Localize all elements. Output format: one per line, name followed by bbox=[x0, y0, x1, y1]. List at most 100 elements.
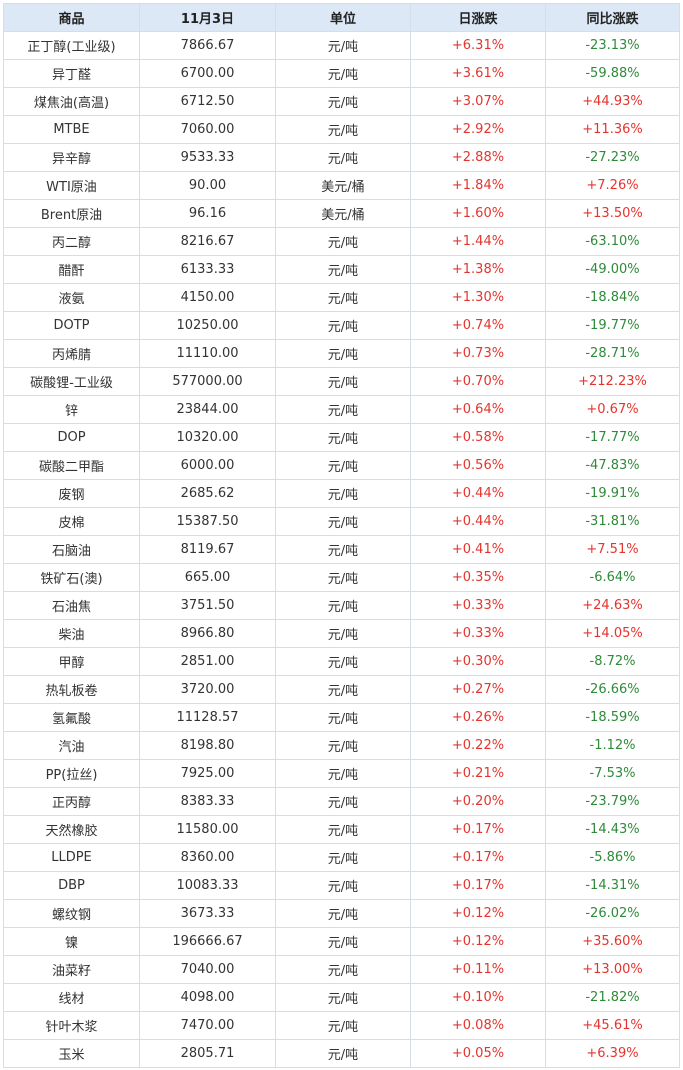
commodity-name-cell: 丙烯腈 bbox=[3, 339, 140, 368]
commodity-name-cell: 皮棉 bbox=[3, 507, 140, 536]
daily-change-cell: +2.88% bbox=[410, 143, 546, 172]
price-value-cell: 3720.00 bbox=[139, 675, 276, 704]
unit-cell: 元/吨 bbox=[275, 479, 411, 508]
table-row: 螺纹钢 3673.33 元/吨 +0.12% -26.02% bbox=[3, 899, 680, 928]
header-commodity[interactable]: 商品 bbox=[3, 3, 140, 32]
table-row: 煤焦油(高温) 6712.50 元/吨 +3.07% +44.93% bbox=[3, 87, 680, 116]
price-value-cell: 7060.00 bbox=[139, 115, 276, 144]
daily-change-cell: +0.64% bbox=[410, 395, 546, 424]
yoy-change-cell: -27.23% bbox=[545, 143, 680, 172]
unit-cell: 元/吨 bbox=[275, 899, 411, 928]
price-value-cell: 6000.00 bbox=[139, 451, 276, 480]
daily-change-cell: +0.12% bbox=[410, 927, 546, 956]
daily-change-cell: +0.11% bbox=[410, 955, 546, 984]
unit-cell: 元/吨 bbox=[275, 535, 411, 564]
unit-cell: 元/吨 bbox=[275, 31, 411, 60]
price-value-cell: 7040.00 bbox=[139, 955, 276, 984]
price-value-cell: 8360.00 bbox=[139, 843, 276, 872]
price-value-cell: 11128.57 bbox=[139, 703, 276, 732]
commodity-name-cell: DOTP bbox=[3, 311, 140, 340]
price-value-cell: 2805.71 bbox=[139, 1039, 276, 1068]
unit-cell: 元/吨 bbox=[275, 591, 411, 620]
commodity-name-cell: DBP bbox=[3, 871, 140, 900]
price-value-cell: 23844.00 bbox=[139, 395, 276, 424]
yoy-change-cell: -28.71% bbox=[545, 339, 680, 368]
price-value-cell: 6712.50 bbox=[139, 87, 276, 116]
table-row: 丙烯腈 11110.00 元/吨 +0.73% -28.71% bbox=[3, 339, 680, 368]
yoy-change-cell: -59.88% bbox=[545, 59, 680, 88]
table-row: 油菜籽 7040.00 元/吨 +0.11% +13.00% bbox=[3, 955, 680, 984]
yoy-change-cell: +7.51% bbox=[545, 535, 680, 564]
commodity-name-cell: 碳酸锂-工业级 bbox=[3, 367, 140, 396]
daily-change-cell: +0.44% bbox=[410, 479, 546, 508]
yoy-change-cell: -6.64% bbox=[545, 563, 680, 592]
commodity-name-cell: LLDPE bbox=[3, 843, 140, 872]
header-unit[interactable]: 单位 bbox=[275, 3, 411, 32]
price-value-cell: 8198.80 bbox=[139, 731, 276, 760]
header-row: 商品 11月3日 单位 日涨跌 同比涨跌 bbox=[3, 3, 680, 32]
yoy-change-cell: +24.63% bbox=[545, 591, 680, 620]
price-value-cell: 15387.50 bbox=[139, 507, 276, 536]
yoy-change-cell: +6.39% bbox=[545, 1039, 680, 1068]
unit-cell: 元/吨 bbox=[275, 787, 411, 816]
table-row: 线材 4098.00 元/吨 +0.10% -21.82% bbox=[3, 983, 680, 1012]
header-yoy-change[interactable]: 同比涨跌 bbox=[545, 3, 680, 32]
price-value-cell: 11580.00 bbox=[139, 815, 276, 844]
price-value-cell: 9533.33 bbox=[139, 143, 276, 172]
price-value-cell: 11110.00 bbox=[139, 339, 276, 368]
yoy-change-cell: -47.83% bbox=[545, 451, 680, 480]
commodity-name-cell: 玉米 bbox=[3, 1039, 140, 1068]
price-value-cell: 4098.00 bbox=[139, 983, 276, 1012]
yoy-change-cell: +14.05% bbox=[545, 619, 680, 648]
table-row: 正丙醇 8383.33 元/吨 +0.20% -23.79% bbox=[3, 787, 680, 816]
daily-change-cell: +0.05% bbox=[410, 1039, 546, 1068]
unit-cell: 元/吨 bbox=[275, 703, 411, 732]
commodity-name-cell: 液氨 bbox=[3, 283, 140, 312]
table-row: Brent原油 96.16 美元/桶 +1.60% +13.50% bbox=[3, 199, 680, 228]
table-row: 玉米 2805.71 元/吨 +0.05% +6.39% bbox=[3, 1039, 680, 1068]
yoy-change-cell: +35.60% bbox=[545, 927, 680, 956]
table-row: 天然橡胶 11580.00 元/吨 +0.17% -14.43% bbox=[3, 815, 680, 844]
daily-change-cell: +0.17% bbox=[410, 843, 546, 872]
commodity-name-cell: 针叶木浆 bbox=[3, 1011, 140, 1040]
table-row: 镍 196666.67 元/吨 +0.12% +35.60% bbox=[3, 927, 680, 956]
unit-cell: 元/吨 bbox=[275, 759, 411, 788]
commodity-price-table: 商品 11月3日 单位 日涨跌 同比涨跌 正丁醇(工业级) 7866.67 元/吨 +… bbox=[3, 3, 680, 1068]
yoy-change-cell: +13.00% bbox=[545, 955, 680, 984]
daily-change-cell: +2.92% bbox=[410, 115, 546, 144]
unit-cell: 元/吨 bbox=[275, 675, 411, 704]
commodity-name-cell: 醋酐 bbox=[3, 255, 140, 284]
daily-change-cell: +0.56% bbox=[410, 451, 546, 480]
table-row: 热轧板卷 3720.00 元/吨 +0.27% -26.66% bbox=[3, 675, 680, 704]
yoy-change-cell: -17.77% bbox=[545, 423, 680, 452]
price-value-cell: 8383.33 bbox=[139, 787, 276, 816]
daily-change-cell: +0.58% bbox=[410, 423, 546, 452]
table-row: 氢氟酸 11128.57 元/吨 +0.26% -18.59% bbox=[3, 703, 680, 732]
table-row: 锌 23844.00 元/吨 +0.64% +0.67% bbox=[3, 395, 680, 424]
daily-change-cell: +0.73% bbox=[410, 339, 546, 368]
header-date-price[interactable]: 11月3日 bbox=[139, 3, 276, 32]
commodity-name-cell: 氢氟酸 bbox=[3, 703, 140, 732]
daily-change-cell: +0.10% bbox=[410, 983, 546, 1012]
daily-change-cell: +1.44% bbox=[410, 227, 546, 256]
price-value-cell: 2685.62 bbox=[139, 479, 276, 508]
table-row: 汽油 8198.80 元/吨 +0.22% -1.12% bbox=[3, 731, 680, 760]
table-row: 醋酐 6133.33 元/吨 +1.38% -49.00% bbox=[3, 255, 680, 284]
price-value-cell: 8966.80 bbox=[139, 619, 276, 648]
unit-cell: 元/吨 bbox=[275, 143, 411, 172]
table-row: DOTP 10250.00 元/吨 +0.74% -19.77% bbox=[3, 311, 680, 340]
commodity-name-cell: 丙二醇 bbox=[3, 227, 140, 256]
header-daily-change[interactable]: 日涨跌 bbox=[410, 3, 546, 32]
yoy-change-cell: -26.02% bbox=[545, 899, 680, 928]
commodity-name-cell: 煤焦油(高温) bbox=[3, 87, 140, 116]
commodity-name-cell: 锌 bbox=[3, 395, 140, 424]
daily-change-cell: +0.17% bbox=[410, 815, 546, 844]
commodity-name-cell: PP(拉丝) bbox=[3, 759, 140, 788]
commodity-name-cell: 镍 bbox=[3, 927, 140, 956]
yoy-change-cell: -19.77% bbox=[545, 311, 680, 340]
table-row: 柴油 8966.80 元/吨 +0.33% +14.05% bbox=[3, 619, 680, 648]
unit-cell: 元/吨 bbox=[275, 339, 411, 368]
price-value-cell: 3673.33 bbox=[139, 899, 276, 928]
yoy-change-cell: -49.00% bbox=[545, 255, 680, 284]
unit-cell: 元/吨 bbox=[275, 1039, 411, 1068]
